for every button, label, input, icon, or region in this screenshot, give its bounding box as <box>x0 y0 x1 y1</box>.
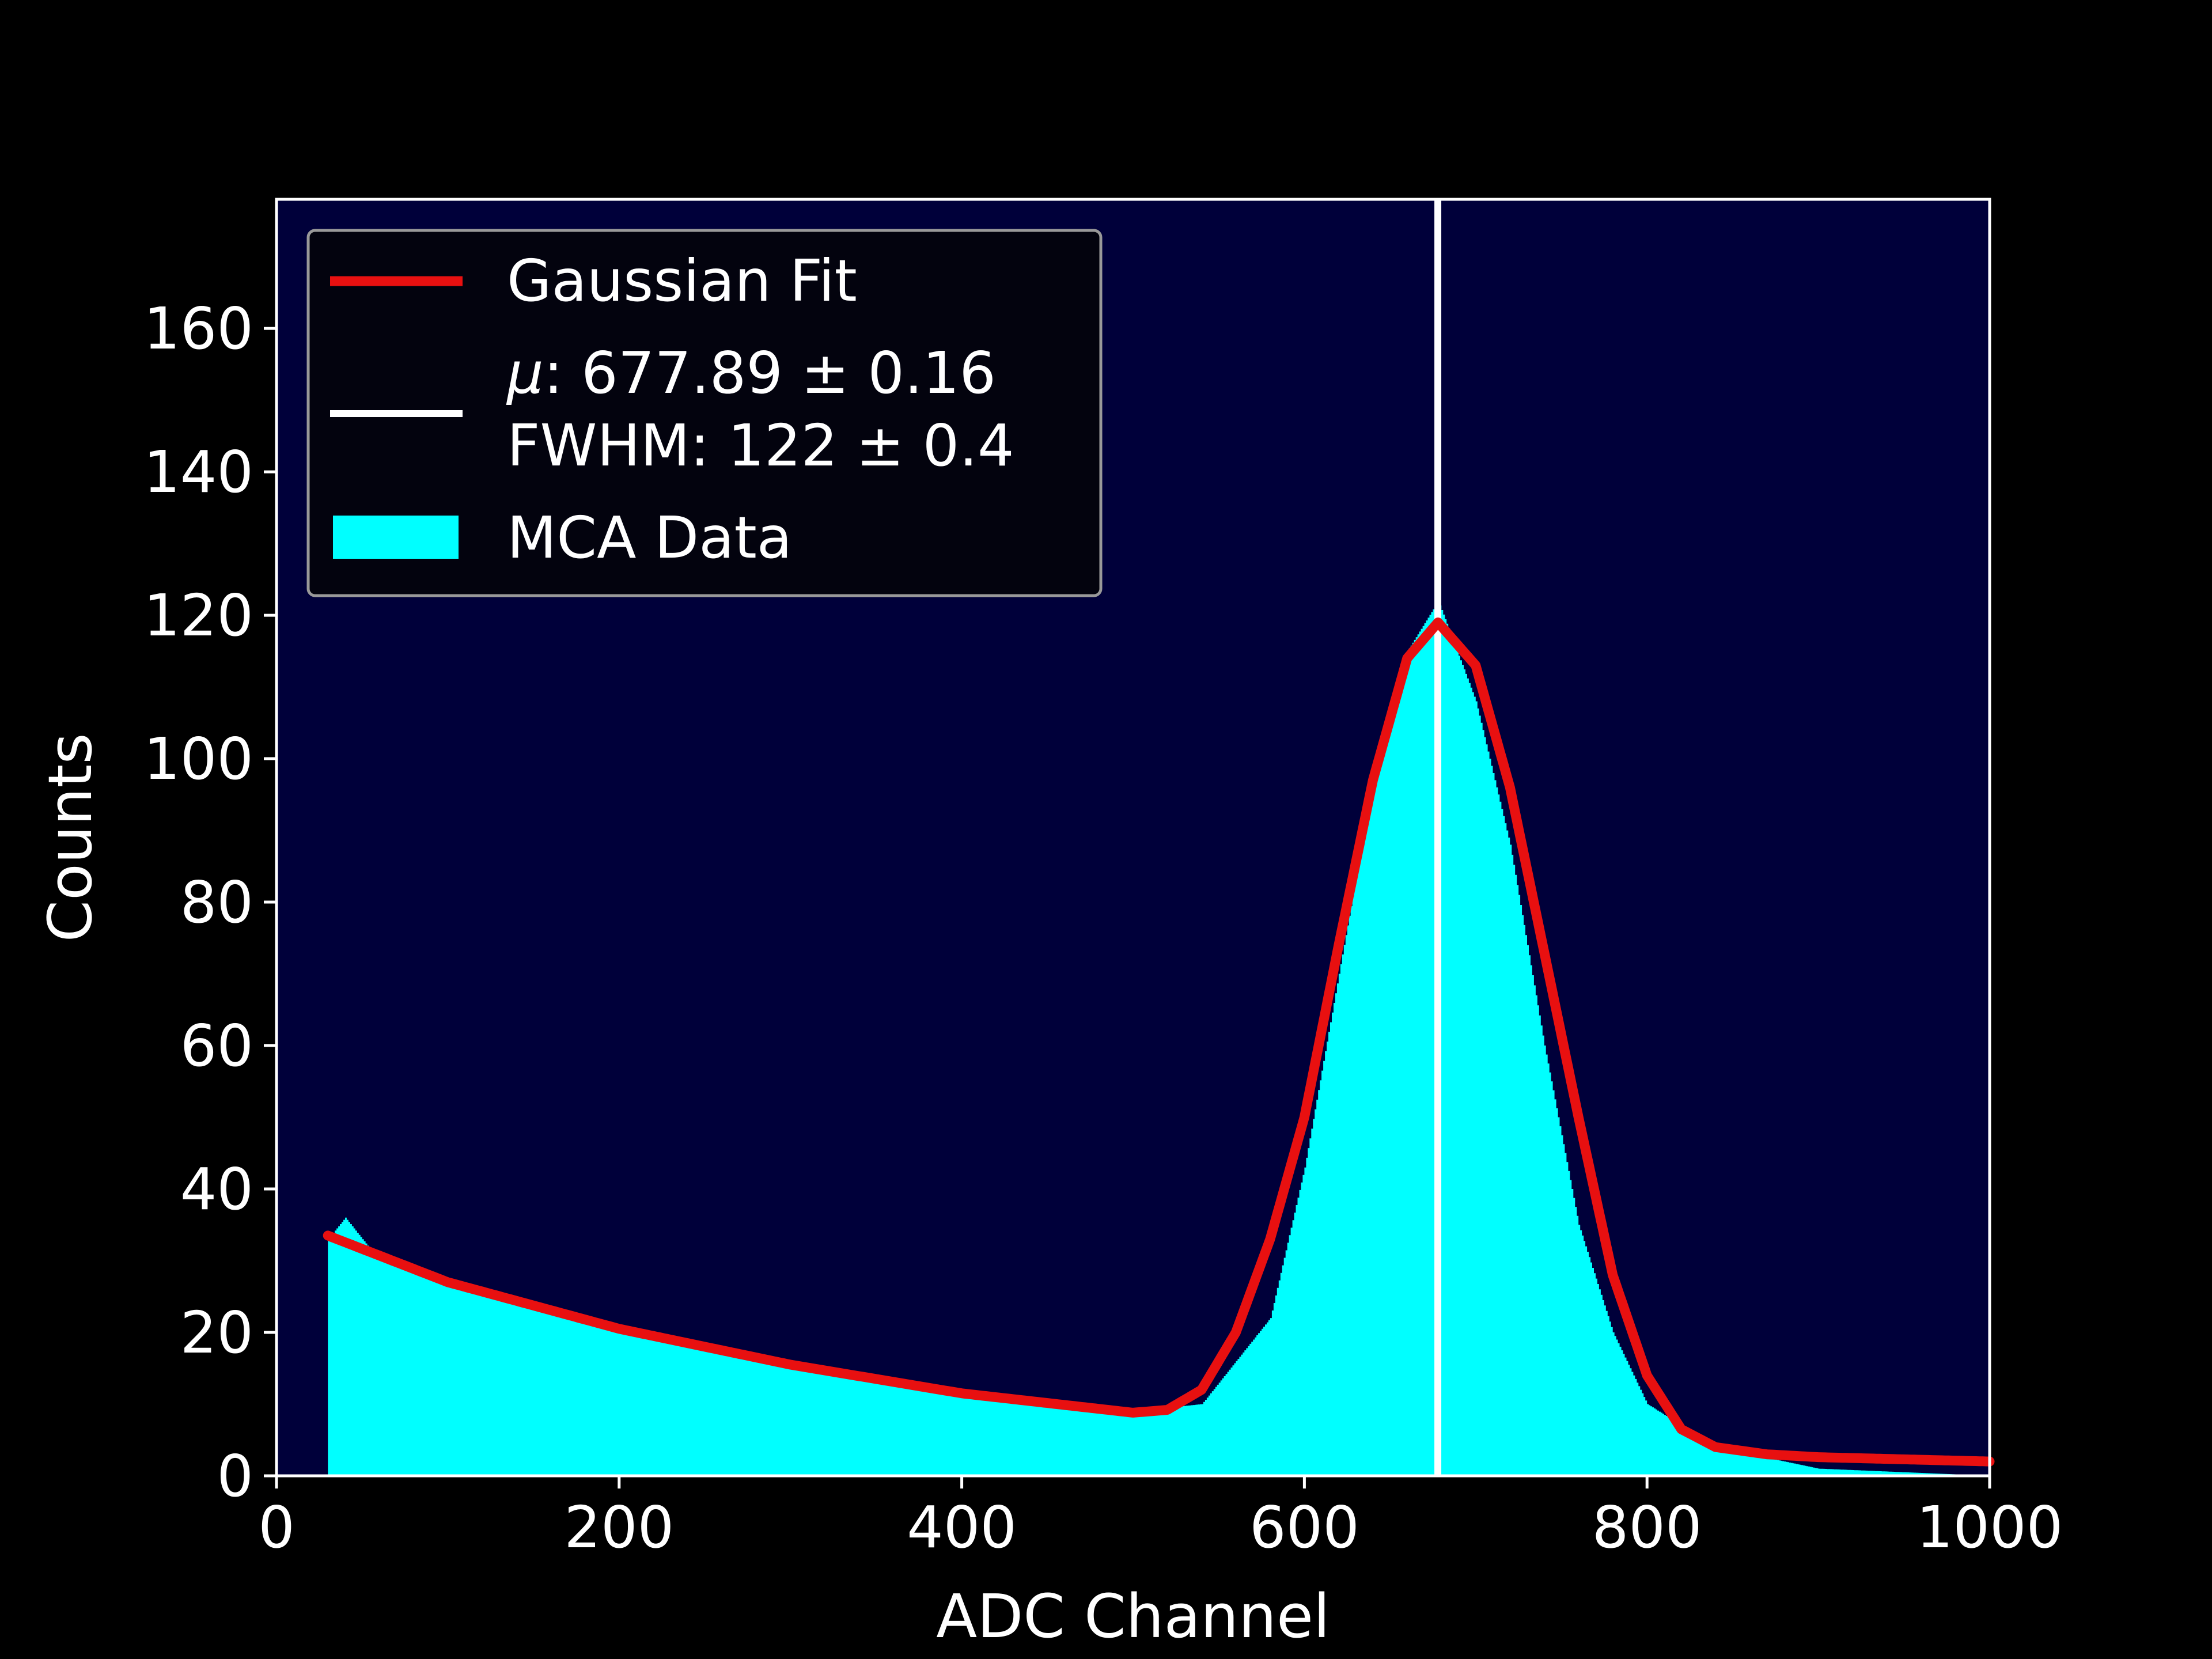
y-tick-label: 120 <box>143 582 253 649</box>
gaussian-fit-curve <box>323 618 1995 1467</box>
legend-fwhm-label: FWHM: 122 ± 0.4 <box>507 412 1014 479</box>
x-tick-label: 1000 <box>1916 1494 2063 1561</box>
x-tick-label: 800 <box>1592 1494 1702 1561</box>
x-tick-label: 600 <box>1249 1494 1359 1561</box>
legend-box <box>306 229 1103 597</box>
y-axis-label: Counts <box>35 733 105 942</box>
legend-mu-value: : 677.89 ± 0.16 <box>544 339 996 407</box>
x-axis-ticks: 0 200 400 600 800 1000 <box>258 1476 2063 1561</box>
y-tick-label: 80 <box>180 869 253 936</box>
y-tick-label: 0 <box>217 1442 253 1510</box>
legend: Gaussian Fit μ: 677.89 ± 0.16 FWHM: 122 … <box>306 229 1103 597</box>
y-axis-ticks: 0 20 40 60 80 100 120 140 160 <box>143 295 276 1510</box>
legend-mu-symbol: μ <box>506 339 544 407</box>
x-tick-label: 200 <box>564 1494 674 1561</box>
y-tick-label: 40 <box>180 1156 253 1223</box>
x-tick-label: 0 <box>258 1494 295 1561</box>
y-tick-label: 100 <box>143 725 253 793</box>
legend-fit-label: Gaussian Fit <box>507 247 857 315</box>
fit-curve-layer <box>323 618 1995 1467</box>
legend-mean-label-line1: μ: 677.89 ± 0.16 <box>506 339 996 407</box>
y-tick-label: 60 <box>180 1012 253 1080</box>
histogram-area <box>328 601 1992 1476</box>
histogram-bars <box>328 601 1992 1476</box>
legend-data-swatch <box>333 516 459 559</box>
x-tick-label: 400 <box>907 1494 1017 1561</box>
y-tick-label: 20 <box>180 1299 253 1366</box>
legend-data-label: MCA Data <box>507 504 792 571</box>
y-tick-label: 140 <box>143 438 253 506</box>
x-axis-label: ADC Channel <box>936 1581 1330 1652</box>
plot-frame <box>275 198 1991 1478</box>
y-tick-label: 160 <box>143 295 253 362</box>
